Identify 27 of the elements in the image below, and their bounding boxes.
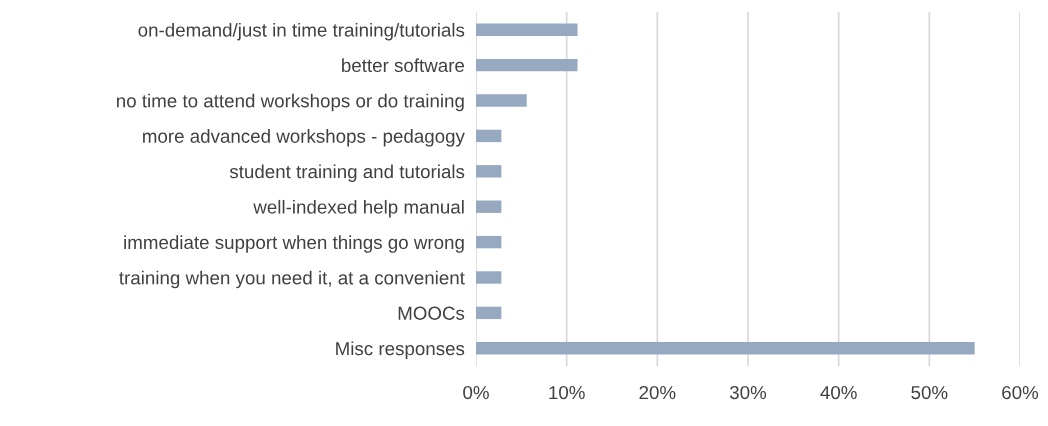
bar: [476, 235, 502, 249]
y-tick-label: better software: [342, 58, 465, 73]
x-tick-label: 60%: [1002, 385, 1039, 400]
bar: [476, 306, 502, 320]
x-tick-label: 40%: [820, 385, 857, 400]
bar: [476, 58, 578, 72]
y-tick-label: on-demand/just in time training/tutorials: [138, 22, 465, 41]
y-tick-label: student training and tutorials: [229, 164, 465, 182]
bar: [476, 342, 975, 355]
y-tick-label: well-indexed help manual: [253, 199, 464, 218]
bar: [476, 200, 502, 213]
y-tick-label: MOOCs: [398, 306, 465, 320]
bar: [476, 165, 502, 178]
y-tick-label: training when you need it, at a convenient: [119, 270, 465, 289]
x-tick-label: 0%: [463, 385, 489, 400]
x-tick-label: 20%: [639, 385, 676, 400]
y-tick-label: more advanced workshops - pedagogy: [143, 129, 465, 147]
y-tick-label: Misc responses: [336, 341, 465, 359]
x-tick-label: 50%: [911, 385, 948, 400]
x-tick-label: 10%: [549, 385, 585, 400]
y-tick-label: no time to attend workshops or do training: [117, 93, 464, 112]
bar: [476, 129, 502, 143]
y-tick-label: immediate support when things go wrong: [124, 235, 464, 253]
bar: [476, 23, 578, 36]
bar: [476, 94, 527, 107]
bar: [476, 271, 502, 284]
x-tick-label: 30%: [729, 385, 767, 400]
